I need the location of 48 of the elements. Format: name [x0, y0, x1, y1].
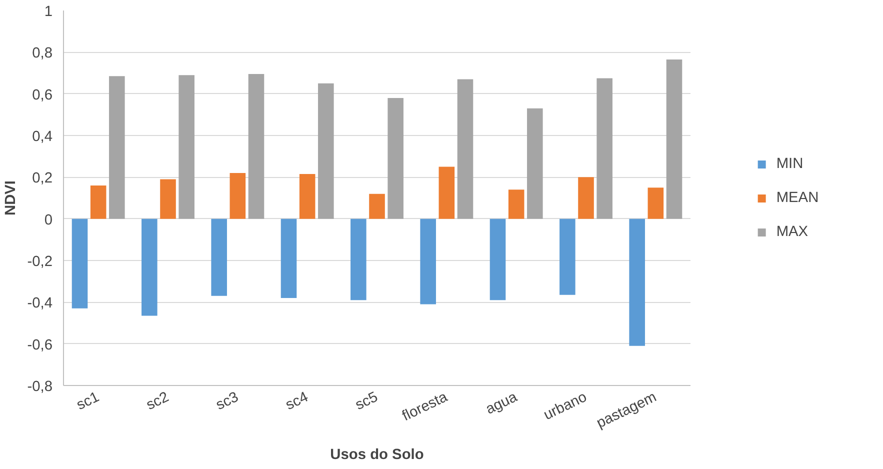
bar	[578, 177, 594, 219]
legend-label: MIN	[776, 156, 804, 172]
y-tick-label: -0,6	[27, 337, 53, 354]
y-tick-label: 1	[44, 4, 53, 20]
bar	[560, 218, 576, 295]
bar	[230, 173, 246, 219]
legend-label: MAX	[776, 224, 808, 240]
y-tick-label: -0,4	[27, 296, 53, 312]
y-tick-label: -0,8	[27, 379, 53, 395]
y-tick-label: 0	[44, 212, 53, 228]
bar	[211, 218, 227, 296]
bar	[280, 218, 297, 298]
y-tick-label: 0,8	[32, 46, 52, 62]
bar	[438, 166, 455, 219]
y-tick-label: 0,6	[32, 87, 52, 104]
x-tick-label: sc3	[214, 389, 242, 414]
y-tick-label: 0,2	[32, 170, 52, 187]
bar	[178, 75, 194, 219]
bar	[490, 218, 506, 300]
x-tick-label: agua	[483, 388, 521, 418]
bar	[109, 76, 125, 219]
x-tick-label: sc4	[283, 389, 311, 414]
x-tick-label: sc5	[352, 389, 380, 414]
bar	[420, 218, 436, 304]
bar	[648, 188, 664, 219]
y-axis-title: NDVI	[3, 180, 20, 216]
bar	[457, 79, 474, 219]
legend-label: MEAN	[776, 190, 819, 206]
x-tick-label: sc2	[144, 389, 172, 414]
bar	[142, 218, 158, 316]
bar	[90, 186, 106, 219]
bar	[629, 218, 645, 346]
bar	[72, 218, 88, 308]
bar	[369, 194, 385, 219]
bar	[350, 218, 366, 300]
bar	[318, 83, 334, 219]
y-tick-label: -0,2	[27, 254, 53, 270]
bar	[666, 59, 682, 219]
bar	[248, 74, 264, 219]
bar	[160, 179, 176, 219]
x-tick-label: sc1	[74, 389, 102, 414]
bar	[527, 108, 543, 219]
x-axis-title: Usos do Solo	[330, 446, 424, 463]
bar	[388, 98, 404, 219]
bar	[596, 78, 612, 219]
bar	[508, 190, 524, 219]
y-tick-label: 0,4	[32, 129, 52, 145]
bar	[299, 174, 316, 219]
